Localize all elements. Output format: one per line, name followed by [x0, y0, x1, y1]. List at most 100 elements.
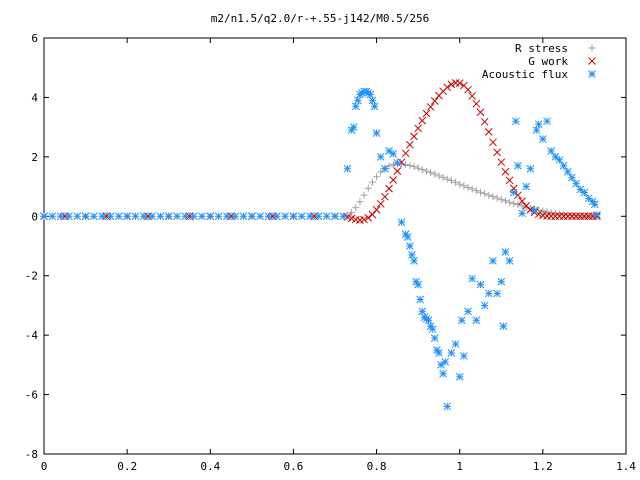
data-point — [48, 212, 57, 221]
data-point — [381, 192, 389, 201]
data-point — [447, 80, 456, 89]
data-point — [410, 132, 418, 141]
x-axis: 0 0.2 0.4 0.6 0.8 1 1.2 1.4 — [41, 38, 636, 473]
data-point — [555, 155, 564, 164]
data-point — [422, 109, 431, 118]
legend-label-g-work: G work — [528, 55, 568, 68]
data-point — [447, 177, 455, 185]
y-tick-label: -6 — [25, 389, 38, 402]
data-point — [248, 212, 256, 221]
data-point — [576, 185, 585, 194]
x-tick-label: 0 — [41, 460, 48, 473]
data-point — [364, 213, 373, 222]
data-point — [123, 212, 131, 221]
data-point — [223, 212, 231, 221]
data-point — [56, 212, 65, 221]
y-axis: -8 -6 -4 -2 0 2 4 6 — [25, 32, 626, 461]
y-tick-label: -8 — [25, 448, 38, 461]
chart-title: m2/n1.5/q2.0/r-+.55-j142/M0.5/256 — [211, 12, 430, 25]
data-point — [314, 212, 323, 221]
data-point — [410, 257, 418, 265]
data-point — [563, 167, 572, 176]
data-point — [468, 274, 477, 283]
data-point — [437, 361, 445, 369]
data-point — [256, 212, 265, 221]
data-point — [493, 194, 501, 202]
data-point — [480, 301, 489, 310]
data-point — [501, 197, 509, 205]
data-point — [451, 340, 460, 348]
data-point — [484, 128, 493, 136]
data-point — [405, 140, 414, 149]
data-point — [593, 210, 601, 219]
data-point — [489, 193, 497, 201]
data-point — [406, 161, 414, 169]
data-point — [385, 184, 393, 193]
data-point — [206, 212, 215, 221]
data-point — [489, 138, 497, 147]
data-point — [501, 167, 510, 176]
data-point — [481, 190, 489, 198]
data-point — [349, 123, 358, 131]
data-point — [464, 85, 472, 94]
data-point — [539, 207, 547, 215]
data-point — [73, 212, 82, 221]
data-point — [385, 147, 393, 155]
data-point — [476, 108, 485, 117]
data-point — [106, 212, 115, 221]
data-point — [505, 257, 514, 265]
data-point — [331, 212, 339, 221]
data-point — [339, 212, 348, 221]
legend-marker-r-stress — [588, 44, 596, 52]
plot-frame — [43, 37, 627, 455]
data-point — [98, 212, 107, 221]
x-tick-label: 0.6 — [283, 460, 303, 473]
data-point — [148, 212, 156, 221]
data-point — [418, 166, 426, 174]
data-point — [468, 92, 477, 100]
data-point — [485, 191, 493, 199]
data-point — [372, 205, 381, 214]
data-point — [443, 83, 452, 92]
data-point — [389, 150, 398, 158]
data-point — [90, 212, 98, 221]
y-tick-label: 6 — [31, 32, 38, 45]
data-point — [370, 102, 379, 111]
data-point — [239, 212, 248, 221]
data-point — [431, 170, 439, 178]
data-point — [428, 325, 437, 334]
data-point — [414, 124, 422, 133]
data-point — [493, 289, 501, 298]
data-point — [547, 209, 555, 217]
data-point — [397, 218, 406, 227]
data-point — [289, 212, 298, 221]
data-point — [522, 203, 530, 211]
data-point — [348, 208, 356, 216]
data-point — [198, 212, 206, 221]
legend-marker-symbol — [588, 44, 596, 52]
data-point — [472, 187, 480, 195]
legend-label-r-stress: R stress — [515, 42, 568, 55]
x-tick-label: 1 — [456, 460, 463, 473]
data-point — [443, 175, 451, 183]
data-point — [522, 182, 531, 191]
data-point — [214, 212, 223, 221]
data-point — [164, 212, 173, 221]
x-tick-label: 0.2 — [117, 460, 137, 473]
data-point — [376, 153, 385, 161]
data-point — [430, 97, 439, 105]
data-point — [526, 164, 535, 173]
series-layer — [40, 79, 601, 411]
data-point — [272, 212, 281, 221]
data-point — [372, 129, 381, 137]
data-point — [506, 198, 514, 206]
data-point — [131, 212, 140, 221]
data-point — [580, 188, 589, 197]
data-point — [352, 204, 360, 212]
data-point — [511, 117, 520, 126]
data-point — [505, 176, 514, 185]
data-point — [322, 212, 331, 221]
data-point — [416, 295, 425, 304]
